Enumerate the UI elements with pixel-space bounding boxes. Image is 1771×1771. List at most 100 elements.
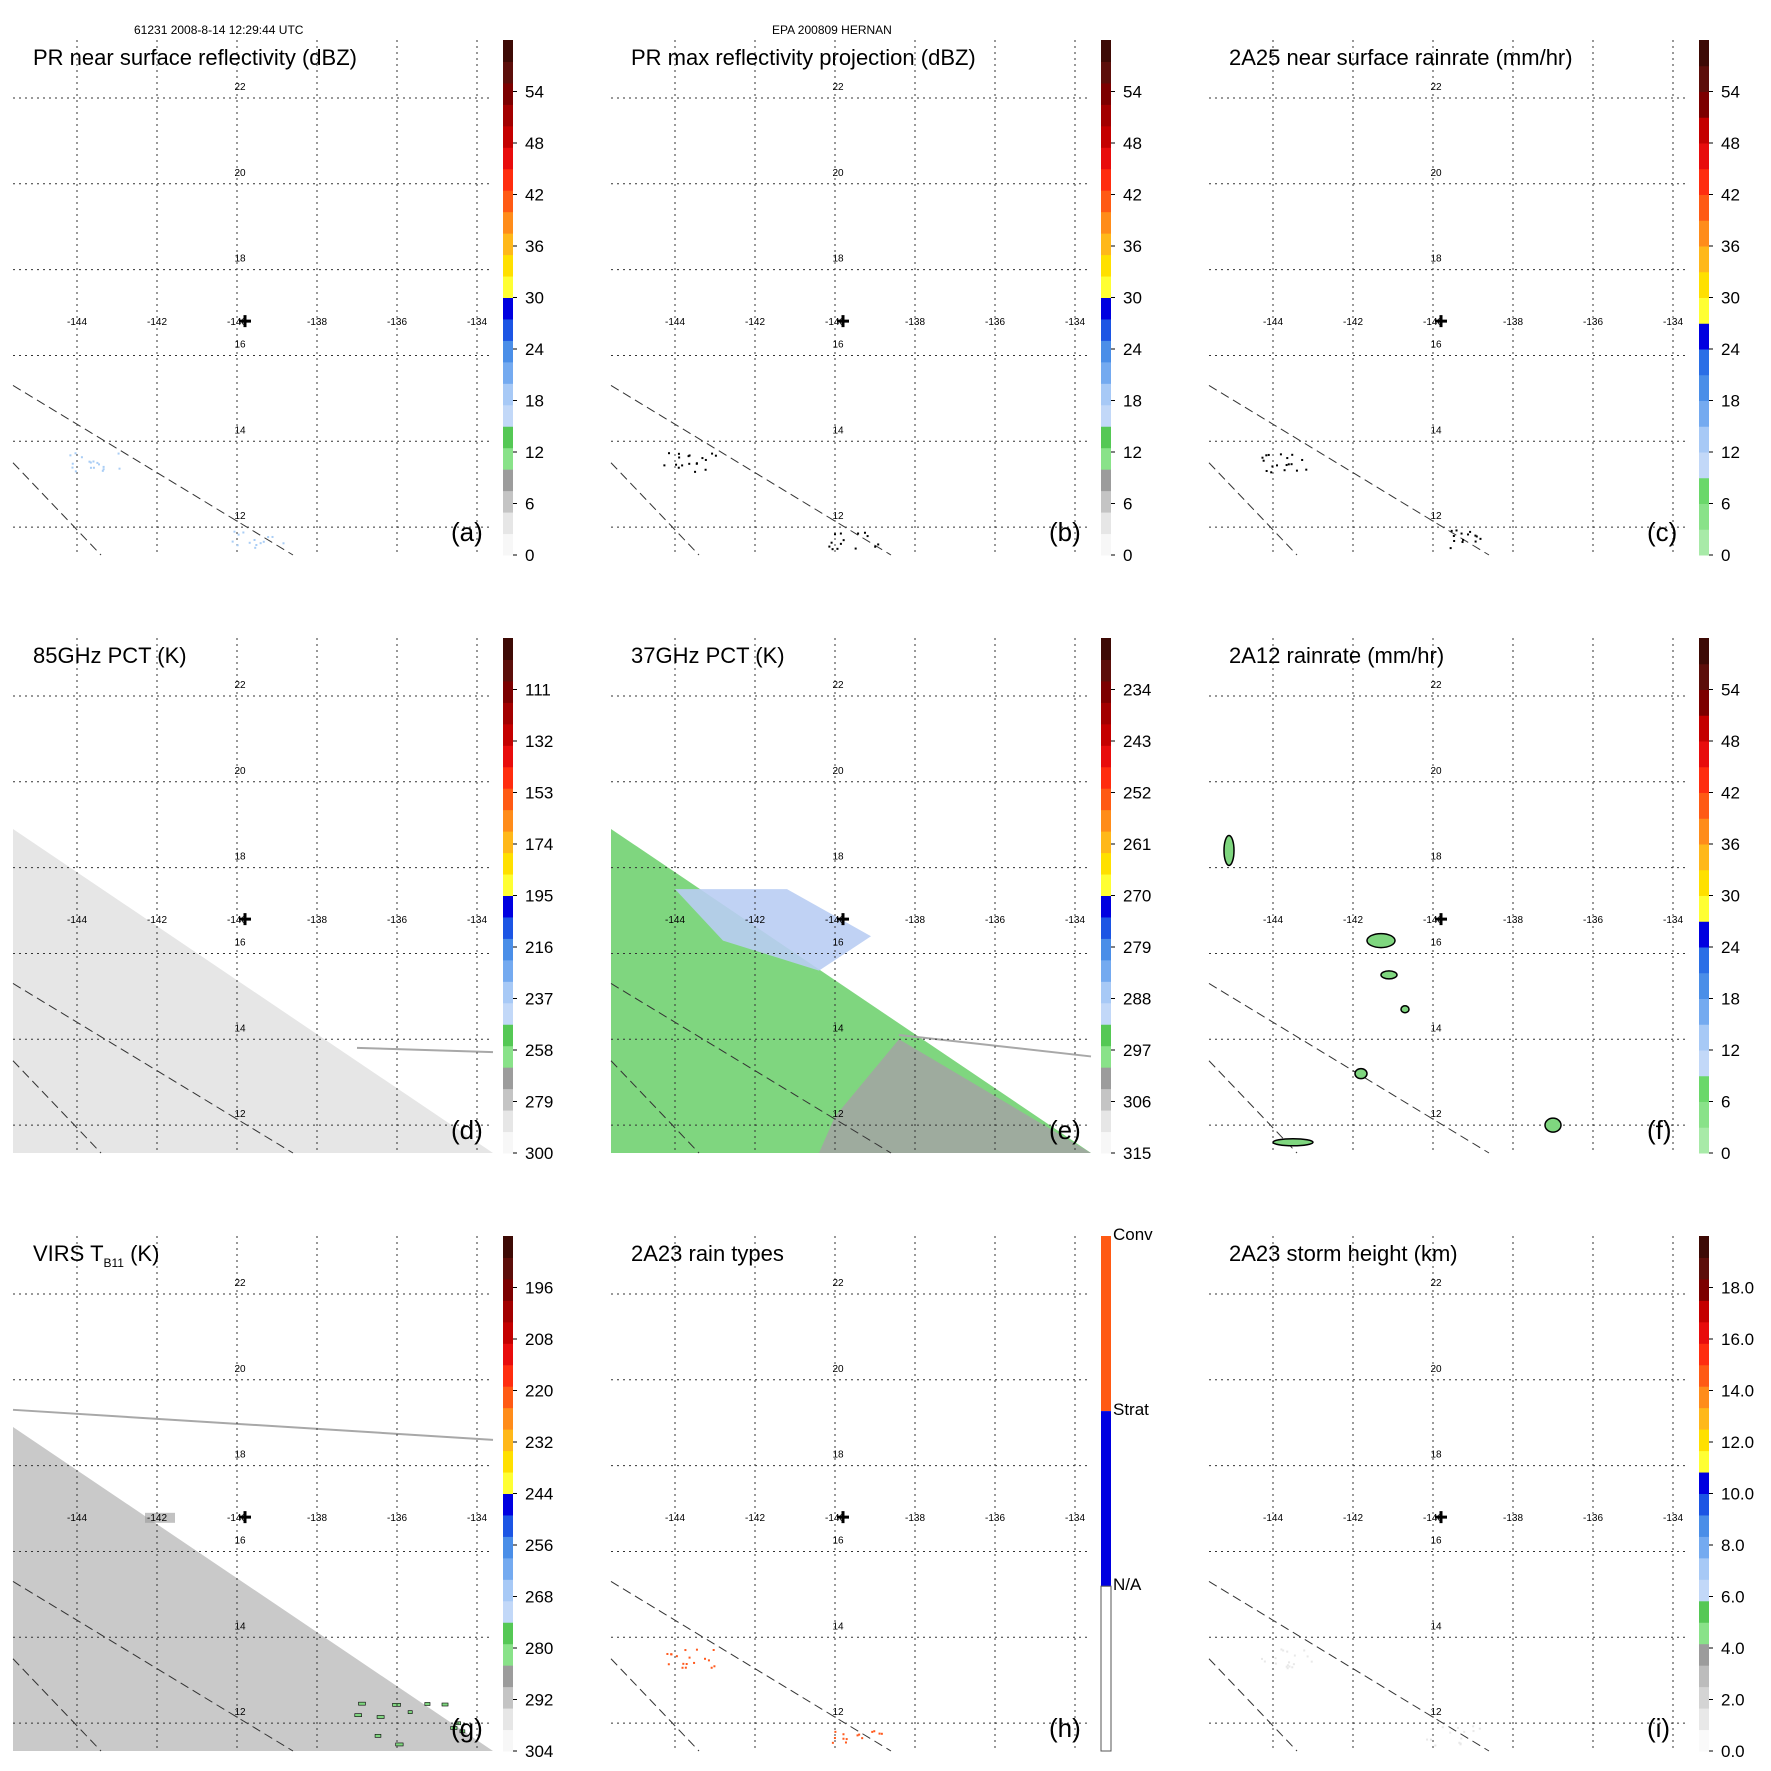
header-storm-id: EPA 200809 HERNAN: [772, 23, 892, 37]
colorbar-bin: [503, 702, 513, 725]
colorbar: 300 279 258 237 216 195 174 153 132 111: [503, 638, 553, 1163]
colorbar-bin: [1699, 1472, 1709, 1494]
rain-pixel: [831, 1741, 834, 1744]
lon-tick-label: -140: [825, 1513, 845, 1524]
colorbar-tick-label: 24: [525, 340, 544, 359]
rain-pixel: [836, 547, 839, 550]
colorbar-tick-label: 111: [525, 681, 551, 700]
lon-tick-label: -144: [1263, 317, 1283, 328]
colorbar-bin: [1699, 503, 1709, 530]
cloud-cell: [145, 1512, 175, 1523]
colorbar-tick-label: 300: [525, 1144, 553, 1163]
colorbar-bin: [1699, 1075, 1709, 1102]
panel-label: (c): [1647, 517, 1677, 547]
colorbar-bin: [503, 1024, 513, 1047]
lon-tick-label: -136: [387, 915, 407, 926]
colorbar-bin: [503, 809, 513, 832]
rain-pixel: [684, 1649, 687, 1652]
pr-swath-boundary: [610, 385, 892, 556]
pr-swath-boundary: [1208, 1581, 1490, 1752]
colorbar-bin: [1101, 318, 1111, 341]
colorbar-bin: [503, 40, 513, 62]
lat-tick-label: 18: [234, 852, 246, 863]
colorbar-bin: [503, 1493, 513, 1516]
rain-pixel: [688, 1656, 691, 1659]
colorbar-tick-label: 288: [1123, 990, 1151, 1009]
rain-pixel: [834, 1730, 837, 1733]
colorbar-tick-label: 54: [1721, 681, 1740, 700]
colorbar-tick-label: 36: [1721, 237, 1740, 256]
colorbar-bin: [503, 125, 513, 148]
panel-title: 85GHz PCT (K): [33, 643, 187, 668]
colorbar-bin: [1699, 1300, 1709, 1323]
cloud-cell: [441, 1702, 449, 1707]
colorbar-tick-label: 270: [1123, 887, 1151, 906]
colorbar-bin: [1101, 147, 1111, 170]
lon-tick-label: -144: [1263, 915, 1283, 926]
lat-tick-label: 22: [234, 680, 246, 691]
colorbar-bin: [1699, 1364, 1709, 1387]
rain-pixel: [710, 1666, 713, 1669]
rain-pixel: [88, 460, 91, 463]
lon-tick-label: -144: [665, 1513, 685, 1524]
cold-region: [675, 889, 871, 971]
colorbar-tick-label: 30: [525, 289, 544, 308]
rain-pixel: [102, 465, 105, 468]
colorbar-bin: [503, 512, 513, 535]
rain-pixel: [668, 452, 671, 455]
colorbar-tick-label: 18.0: [1721, 1279, 1754, 1298]
colorbar-bin: [1101, 959, 1111, 982]
lon-tick-label: -144: [1263, 1513, 1283, 1524]
colorbar-bin: [1101, 104, 1111, 127]
rain-pixel: [1293, 1654, 1296, 1657]
lon-tick-label: -138: [1503, 1513, 1523, 1524]
colorbar-bin: [1699, 972, 1709, 999]
rain-pixel: [1453, 539, 1456, 542]
rain-pixel: [1463, 1730, 1466, 1733]
colorbar: 304 292 280 268 256 244 232 220 208 196: [503, 1236, 553, 1761]
lon-tick-label: -138: [905, 915, 925, 926]
rain-pixel: [1270, 471, 1273, 474]
colorbar-bin: [1101, 1131, 1111, 1154]
rain-pixel: [1267, 453, 1270, 456]
colorbar-bin: [1101, 702, 1111, 725]
colorbar-bin: [503, 1686, 513, 1709]
colorbar-bin: [503, 1665, 513, 1688]
colorbar-tick-label: 48: [1123, 134, 1142, 153]
panel-label: (f): [1647, 1115, 1672, 1145]
rain-pixel: [866, 535, 869, 538]
lon-tick-label: -134: [1663, 915, 1683, 926]
colorbar-tick-label: 36: [525, 237, 544, 256]
colorbar-tick-label: 6: [1721, 495, 1730, 514]
rain-pixel: [237, 533, 240, 536]
colorbar-bin: [503, 1514, 513, 1537]
rain-pixel: [842, 1737, 845, 1740]
lon-tick-label: -136: [387, 317, 407, 328]
rain-pixel: [282, 542, 285, 545]
colorbar-tick-label: 12: [1721, 1041, 1740, 1060]
rain-pixel: [878, 1732, 881, 1735]
rain-blob: [1223, 834, 1235, 867]
rain-pixel: [1479, 537, 1482, 540]
colorbar-bin: [1101, 297, 1111, 320]
lat-tick-label: 18: [1430, 1450, 1442, 1461]
rain-pixel: [670, 1653, 673, 1656]
cloud-cell: [450, 1726, 458, 1730]
rain-pixel: [684, 1666, 687, 1669]
rain-pixel: [839, 532, 842, 535]
colorbar-bin: [1101, 745, 1111, 768]
rain-pixel: [877, 543, 880, 546]
lon-tick-label: -140: [227, 915, 247, 926]
rain-pixel: [1291, 1666, 1294, 1669]
colorbar-bin: [1699, 921, 1709, 948]
lon-tick-label: -142: [1343, 1513, 1363, 1524]
panel-i: -144 -142 -140 -138 -136 -134 22 20 18 16 14 12 2A23…: [1208, 1236, 1754, 1761]
lon-tick-label: -140: [1423, 915, 1443, 926]
colorbar-bin: [503, 233, 513, 256]
lon-tick-label: -136: [985, 1513, 1005, 1524]
lat-tick-label: 16: [234, 937, 246, 948]
lat-tick-label: 22: [1430, 82, 1442, 93]
colorbar-bin: [503, 426, 513, 449]
rain-pixel: [1265, 469, 1268, 472]
colorbar-bin: [503, 1110, 513, 1133]
